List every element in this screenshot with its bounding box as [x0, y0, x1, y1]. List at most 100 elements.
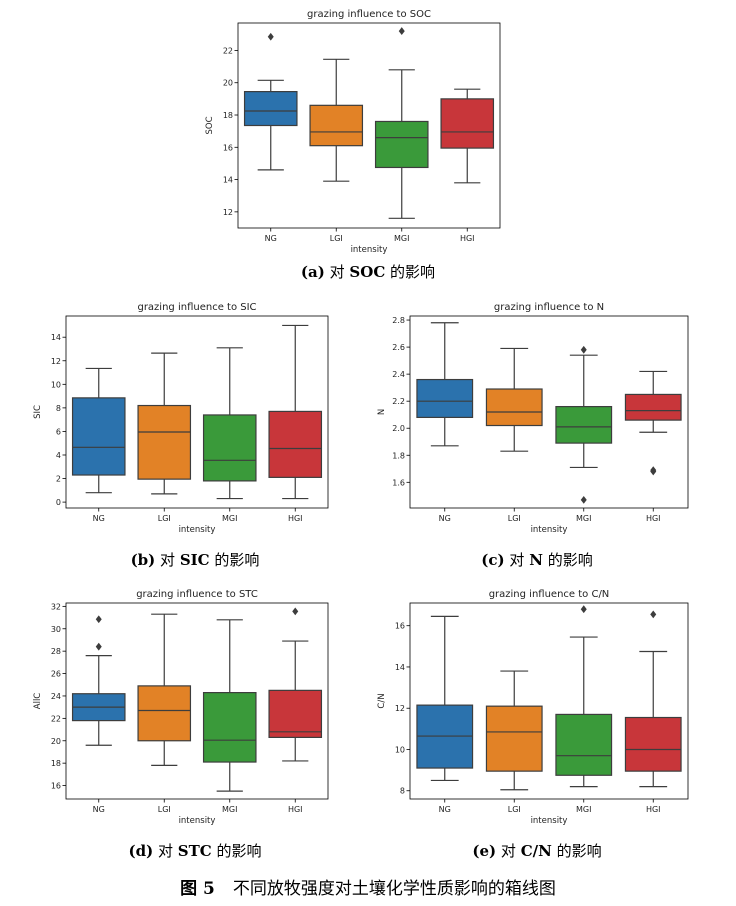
box-lgi: [309, 58, 364, 182]
box-mgi: [202, 347, 257, 500]
y-tick-label: 16: [223, 143, 233, 152]
y-tick-label: 14: [395, 663, 405, 672]
y-tick-label: 4: [56, 451, 61, 460]
x-axis-label: intensity: [179, 816, 216, 826]
box-iqr: [309, 104, 364, 147]
chart-title: grazing influence to SOC: [307, 9, 431, 20]
x-tick-label: HGI: [646, 805, 661, 814]
box-iqr: [268, 410, 323, 478]
plot-frame: [65, 315, 329, 509]
outlier-point: [580, 605, 587, 614]
y-tick-label: 16: [395, 622, 405, 631]
box-lgi: [137, 352, 192, 495]
box-iqr: [440, 98, 495, 149]
y-tick-label: 2.4: [392, 370, 405, 379]
box-ng: [71, 615, 126, 746]
box-iqr: [624, 716, 682, 772]
y-tick-label: 2.6: [392, 343, 405, 352]
y-tick-label: 0: [56, 498, 61, 507]
y-tick-label: 26: [51, 670, 61, 679]
x-axis-label: intensity: [351, 245, 388, 255]
box-iqr: [485, 705, 543, 772]
outlier-point: [292, 607, 299, 616]
chart-soc: grazing influence to SOC 12 14 16 18 20 22 NG LG…: [205, 8, 510, 255]
outlier-point: [580, 495, 587, 504]
y-tick-label: 16: [51, 782, 61, 791]
x-axis-label: intensity: [531, 525, 568, 535]
caption-suffix: 的影响: [556, 842, 602, 860]
x-tick-label: MGI: [394, 234, 409, 243]
caption-text: 对: [157, 842, 173, 860]
box-hgi: [624, 370, 682, 476]
x-axis-label: intensity: [179, 525, 216, 535]
x-tick-label: LGI: [330, 234, 343, 243]
caption-label: (a): [300, 263, 325, 281]
caption-c: (c) 对 N 的影响: [481, 549, 592, 570]
outlier-point: [267, 32, 274, 41]
outlier-point: [398, 27, 405, 35]
y-axis-label: SIC: [33, 405, 43, 419]
y-tick-label: 14: [223, 176, 233, 185]
box-ng: [243, 32, 298, 171]
box-hgi: [268, 324, 323, 500]
chart-sic-svg: grazing influence to SIC 0 2 4 6 8 10 12 14 NG LGI…: [33, 302, 329, 535]
caption-e: (e) 对 C/N 的影响: [472, 840, 601, 861]
box-iqr: [137, 404, 192, 480]
outlier-point: [95, 615, 102, 624]
box-iqr: [202, 414, 257, 482]
x-tick-label: NG: [93, 514, 105, 523]
caption-b: (b) 对 SIC 的影响: [131, 549, 260, 570]
caption-label: (c): [481, 551, 505, 569]
box-hgi: [268, 607, 323, 762]
box-lgi: [137, 613, 192, 766]
y-tick-label: 10: [51, 380, 61, 389]
y-tick-label: 22: [51, 714, 61, 723]
box-iqr: [137, 685, 192, 742]
y-tick-label: 8: [56, 404, 61, 413]
y-tick-label: 12: [395, 704, 405, 713]
chart-n: grazing influence to N 1.6 1.8 2.0 2.2 2.4 2.6…: [368, 298, 698, 538]
chart-cn-svg: grazing influence to C/N 8 10 12 14 16 NG LGI MG…: [377, 589, 689, 826]
y-axis-label: AllC: [33, 693, 43, 710]
caption-text: 对: [329, 263, 345, 281]
y-tick-label: 1.6: [392, 478, 405, 487]
x-tick-label: MGI: [576, 514, 591, 523]
caption-suffix: 的影响: [216, 842, 262, 860]
box-iqr: [374, 120, 429, 169]
caption-a: (a) 对 SOC 的影响: [301, 261, 435, 282]
y-tick-label: 2.8: [392, 316, 405, 325]
box-hgi: [440, 88, 495, 184]
caption-text: 对: [500, 842, 516, 860]
figure-number: 图 5: [180, 879, 215, 899]
box-lgi: [485, 347, 543, 452]
x-tick-label: HGI: [288, 805, 303, 814]
x-tick-label: HGI: [460, 234, 475, 243]
y-tick-label: 12: [51, 357, 61, 366]
y-tick-label: 20: [51, 737, 61, 746]
x-tick-label: NG: [93, 805, 105, 814]
box-ng: [416, 322, 474, 447]
y-tick-label: 24: [51, 692, 61, 701]
y-tick-label: 18: [51, 759, 61, 768]
box-iqr: [416, 378, 474, 419]
y-tick-label: 2.2: [392, 397, 405, 406]
x-tick-label: LGI: [508, 805, 521, 814]
chart-sic: grazing influence to SIC 0 2 4 6 8 10 12 14 NG LGI…: [18, 298, 338, 538]
y-axis-label: N: [377, 409, 387, 415]
caption-text: 对: [160, 551, 176, 569]
outlier-point: [650, 467, 657, 476]
x-tick-label: MGI: [222, 805, 237, 814]
caption-suffix: 的影响: [547, 551, 593, 569]
box-iqr: [624, 393, 682, 421]
y-tick-label: 2: [56, 475, 61, 484]
x-tick-label: LGI: [158, 514, 171, 523]
plot-frame: [65, 602, 329, 800]
caption-label: (d): [128, 842, 154, 860]
box-iqr: [202, 691, 257, 763]
chart-title: grazing influence to SIC: [137, 302, 256, 313]
y-tick-label: 18: [223, 111, 233, 120]
box-mgi: [555, 605, 613, 788]
x-tick-label: MGI: [222, 514, 237, 523]
y-tick-label: 14: [51, 333, 61, 342]
y-tick-label: 32: [51, 602, 61, 611]
